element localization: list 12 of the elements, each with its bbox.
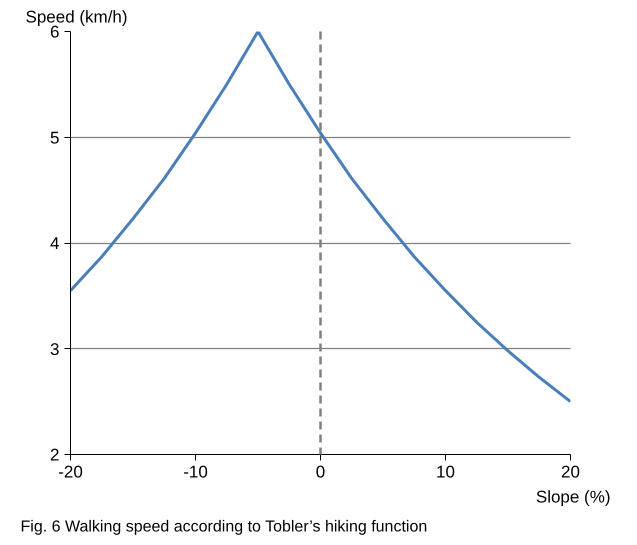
x-tick-label: -20 (58, 462, 83, 482)
x-tick-label: 10 (436, 462, 455, 482)
x-tick-label: -10 (183, 462, 208, 482)
y-tick-label: 2 (50, 446, 60, 464)
x-tick-label: 20 (561, 462, 580, 482)
y-tick-label: 5 (50, 128, 60, 148)
caption: Fig. 6 Walking speed according to Tobler’s hiking function (20, 518, 428, 536)
x-tick-label: 0 (316, 462, 326, 482)
x-axis-title: Slope (%) (536, 488, 610, 506)
y-tick-label: 3 (50, 340, 60, 359)
y-tick-label: 4 (50, 234, 60, 253)
line-series (70, 32, 570, 404)
